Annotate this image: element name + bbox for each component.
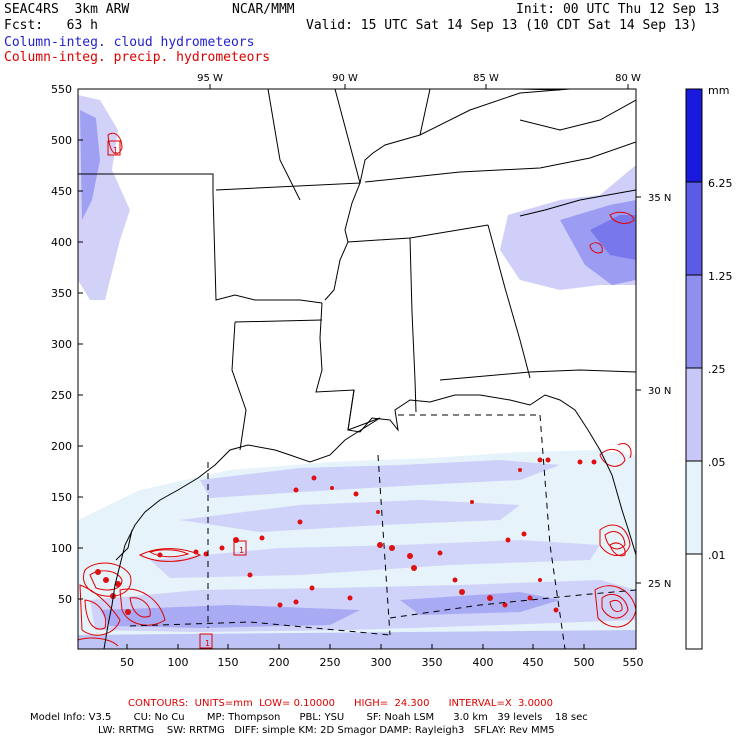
y-tick-label: 150 (51, 491, 72, 504)
axis-ticks (78, 84, 641, 649)
colorbar-segment (686, 461, 702, 554)
y-tick-label: 100 (51, 542, 72, 555)
longitude-labels: 95 W 90 W 85 W 80 W (197, 73, 641, 84)
colorbar-unit: mm (708, 84, 729, 97)
x-tick-label: 500 (574, 656, 595, 669)
y-tick-labels: 50 100 150 200 250 300 350 400 450 500 5… (51, 83, 72, 606)
colorbar-level: 1.25 (708, 270, 733, 283)
map-frame (77, 88, 637, 650)
y-tick-label: 300 (51, 338, 72, 351)
model-info-line1: Model Info: V3.5 CU: No Cu MP: Thompson … (30, 712, 588, 723)
colorbar-level: .25 (708, 363, 726, 376)
y-tick-label: 200 (51, 440, 72, 453)
y-tick-label: 450 (51, 185, 72, 198)
latitude-label: 35 N (648, 193, 671, 204)
latitude-label: 30 N (648, 386, 671, 397)
longitude-label: 80 W (615, 73, 641, 84)
x-tick-label: 100 (168, 656, 189, 669)
colorbar-level: .05 (708, 456, 726, 469)
x-tick-label: 200 (269, 656, 290, 669)
colorbar-segment (686, 182, 702, 275)
y-tick-label: 550 (51, 83, 72, 96)
init-time: Init: 00 UTC Thu 12 Sep 13 (516, 2, 720, 17)
x-tick-label: 550 (623, 656, 644, 669)
x-tick-label: 300 (371, 656, 392, 669)
box-markers (107, 140, 247, 649)
latitude-labels: 35 N 30 N 25 N (648, 193, 671, 590)
colorbar (685, 88, 703, 650)
contour-info: CONTOURS: UNITS=mm LOW= 0.10000 HIGH= 24… (128, 698, 554, 709)
valid-time: Valid: 15 UTC Sat 14 Sep 13 (10 CDT Sat … (306, 18, 698, 33)
colorbar-segment (686, 368, 702, 461)
y-tick-label: 500 (51, 134, 72, 147)
x-tick-label: 150 (218, 656, 239, 669)
colorbar-segment (686, 554, 702, 649)
colorbar-level: .01 (708, 549, 726, 562)
precip-field-label: Column-integ. precip. hydrometeors (4, 50, 271, 65)
x-tick-label: 50 (120, 656, 134, 669)
box-label: 1 (239, 546, 244, 555)
sub-domain-boxes (129, 414, 637, 650)
x-tick-labels: 50 100 150 200 250 300 350 400 450 500 5… (120, 656, 644, 669)
y-tick-label: 350 (51, 287, 72, 300)
y-tick-label: 50 (58, 593, 72, 606)
colorbar-level: 6.25 (708, 177, 733, 190)
longitude-label: 90 W (332, 73, 358, 84)
x-tick-label: 400 (473, 656, 494, 669)
x-tick-label: 250 (320, 656, 341, 669)
model-info-line2: LW: RRTMG SW: RRTMG DIFF: simple KM: 2D … (98, 725, 555, 736)
coastline (103, 389, 637, 650)
colorbar-segment (686, 275, 702, 368)
forecast-hour: Fcst: 63 h (4, 18, 98, 33)
box-label: 1 (113, 146, 118, 155)
model-title: SEAC4RS 3km ARW (4, 2, 130, 17)
longitude-label: 85 W (473, 73, 499, 84)
organization-label: NCAR/MMM (232, 2, 295, 17)
cloud-field-label: Column-integ. cloud hydrometeors (4, 35, 255, 50)
x-tick-label: 450 (523, 656, 544, 669)
colorbar-segment (686, 89, 702, 182)
longitude-label: 95 W (197, 73, 223, 84)
cloud-hydrometeor-shading (78, 95, 636, 649)
state-boundaries (78, 88, 637, 451)
latitude-label: 25 N (648, 579, 671, 590)
y-tick-label: 400 (51, 236, 72, 249)
box-label: 1 (205, 639, 210, 648)
x-tick-label: 350 (422, 656, 443, 669)
y-tick-label: 250 (51, 389, 72, 402)
